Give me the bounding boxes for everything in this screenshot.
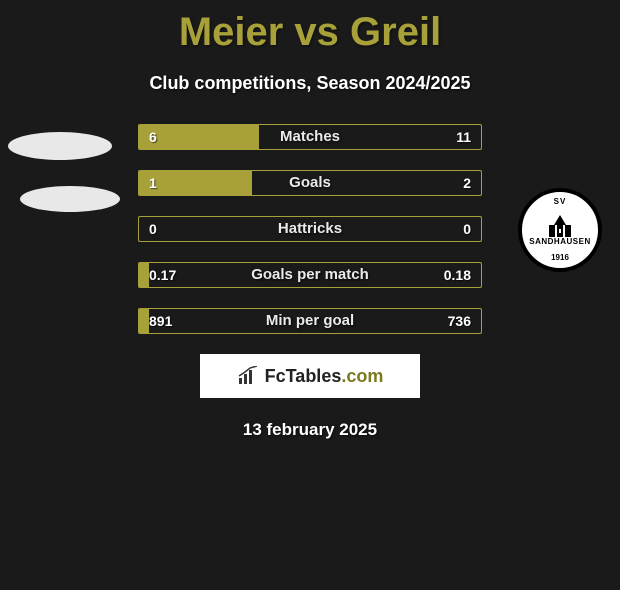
bar-right-value: 0 [463,217,471,241]
bar-row-hattricks: 0 Hattricks 0 [138,216,482,242]
stats-bars: 6 Matches 11 1 Goals 2 0 Hattricks 0 0.1… [138,124,482,334]
bar-label: Hattricks [139,217,481,241]
chart-icon [237,366,261,386]
bar-label: Matches [139,125,481,149]
bar-row-gpm: 0.17 Goals per match 0.18 [138,262,482,288]
date-text: 13 february 2025 [0,420,620,440]
bar-label: Goals per match [139,263,481,287]
bar-row-matches: 6 Matches 11 [138,124,482,150]
subtitle: Club competitions, Season 2024/2025 [0,73,620,94]
ellipse-decor [8,132,112,160]
bar-right-value: 2 [463,171,471,195]
page-title: Meier vs Greil [0,10,620,55]
left-decor [8,132,120,212]
logo-text-year: 1916 [551,253,569,262]
logo-circle: SV SANDHAUSEN 1916 [518,188,602,272]
bar-row-mpg: 891 Min per goal 736 [138,308,482,334]
bar-right-value: 0.18 [444,263,471,287]
bar-label: Min per goal [139,309,481,333]
brand-name: FcTables [265,366,342,387]
ellipse-decor [20,186,120,212]
brand-box: FcTables.com [200,354,420,398]
bar-right-value: 736 [448,309,471,333]
bar-label: Goals [139,171,481,195]
team-logo: SV SANDHAUSEN 1916 [518,188,602,272]
church-icon [546,215,574,237]
bar-right-value: 11 [456,125,471,149]
brand-domain: .com [341,366,383,387]
logo-text-top: SV [554,197,567,206]
logo-text-mid: SANDHAUSEN [529,237,590,246]
bar-row-goals: 1 Goals 2 [138,170,482,196]
